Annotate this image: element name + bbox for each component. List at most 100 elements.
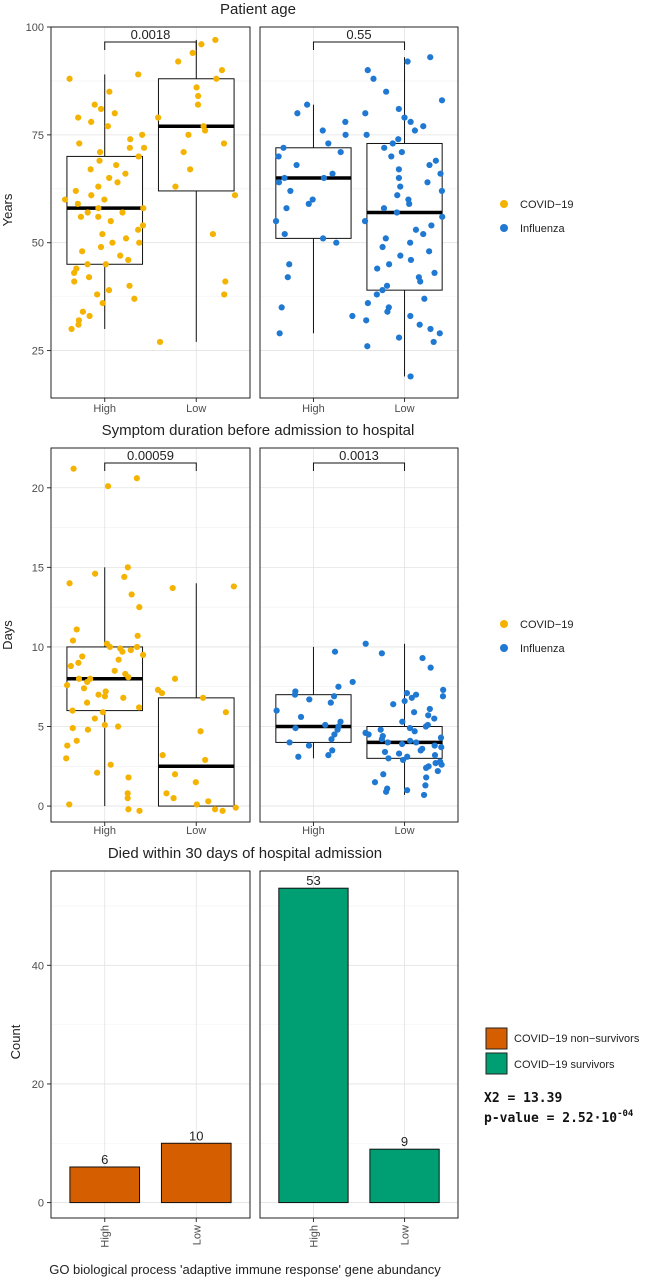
data-point [406, 725, 414, 732]
box [157, 697, 235, 807]
data-point [193, 84, 200, 91]
data-point [222, 709, 229, 716]
symptom-y-axis-label: Days [0, 620, 15, 650]
y-tick-label: 100 [26, 22, 44, 34]
data-point [106, 643, 114, 651]
data-point [430, 338, 437, 346]
y-tick-label: 40 [32, 960, 44, 972]
data-point [334, 726, 341, 733]
data-point [211, 806, 219, 813]
y-tick-label: 0 [38, 801, 44, 813]
data-point [383, 88, 390, 95]
data-point [280, 144, 287, 151]
data-point [380, 205, 388, 212]
legend-survivors-label: COVID−19 survivors [514, 1059, 615, 1071]
data-point [126, 144, 133, 151]
data-point [397, 252, 404, 259]
age-chart-title: Patient age [220, 1, 296, 18]
data-point [77, 213, 85, 220]
data-point [75, 321, 82, 328]
data-point [295, 753, 302, 760]
died-chart-title: Died within 30 days of hospital admissio… [108, 845, 382, 862]
pvalue-base: p-value = 2.52·10 [484, 1111, 617, 1126]
data-point [133, 643, 141, 651]
data-point [63, 755, 70, 762]
data-point [275, 153, 282, 160]
panel-border [50, 447, 251, 823]
x-tick-label: High [93, 825, 116, 837]
panel-border [259, 870, 459, 1219]
panel-border [259, 26, 459, 399]
data-point [426, 248, 433, 255]
x-tick-label: Low [191, 1225, 203, 1245]
data-point [337, 718, 344, 725]
data-point [75, 659, 82, 666]
data-point [199, 694, 207, 701]
x-tick-label: High [100, 1225, 112, 1248]
data-point [304, 101, 311, 108]
data-point [139, 131, 146, 138]
data-point [124, 795, 131, 802]
data-point [139, 651, 147, 658]
data-point [436, 330, 443, 337]
data-point [119, 209, 126, 216]
data-point [427, 325, 434, 333]
x-tick-label: Low [400, 1225, 412, 1245]
data-point [101, 693, 109, 700]
legend-influenza-key [500, 224, 508, 232]
data-point [111, 110, 118, 117]
data-point [431, 752, 439, 759]
data-point [76, 140, 83, 147]
data-point [158, 689, 166, 697]
data-point [94, 291, 101, 298]
legend-influenza-label: Influenza [520, 223, 566, 235]
data-point [101, 196, 108, 203]
data-point [385, 755, 392, 762]
data-point [104, 123, 111, 130]
data-point [322, 721, 329, 729]
data-point [117, 252, 124, 259]
data-point [422, 723, 429, 730]
data-point [381, 144, 388, 151]
data-point [431, 269, 438, 276]
data-point [399, 740, 406, 748]
data-point [159, 752, 166, 759]
data-point [395, 334, 403, 341]
y-tick-label: 5 [38, 722, 44, 734]
data-point [421, 295, 428, 302]
data-point [335, 683, 342, 690]
data-point [95, 205, 102, 212]
legend-influenza-key [500, 644, 508, 652]
data-point [155, 114, 162, 121]
data-point [297, 713, 305, 721]
data-point [333, 239, 340, 246]
data-point [438, 761, 445, 768]
data-point [397, 183, 404, 190]
data-point [69, 707, 76, 714]
data-point [438, 187, 445, 195]
data-point [398, 149, 405, 156]
data-point [393, 209, 400, 216]
data-point [73, 737, 80, 744]
age-y-axis-label: Years [0, 193, 15, 226]
data-point [382, 788, 390, 795]
bar [69, 1166, 141, 1204]
data-point [84, 678, 91, 686]
data-point [84, 726, 92, 733]
data-point [419, 654, 426, 662]
bar [278, 887, 349, 1204]
data-point [284, 274, 291, 281]
data-point [105, 287, 113, 294]
p-value-label: 0.0013 [339, 448, 379, 463]
data-point [222, 278, 229, 285]
data-point [99, 299, 106, 307]
data-point [291, 691, 299, 698]
data-point [424, 179, 431, 186]
data-point [104, 483, 112, 490]
data-point [395, 174, 403, 182]
data-point [97, 243, 105, 251]
data-point [276, 330, 283, 337]
data-point [382, 235, 389, 242]
data-point [331, 648, 339, 655]
data-point [175, 58, 182, 65]
